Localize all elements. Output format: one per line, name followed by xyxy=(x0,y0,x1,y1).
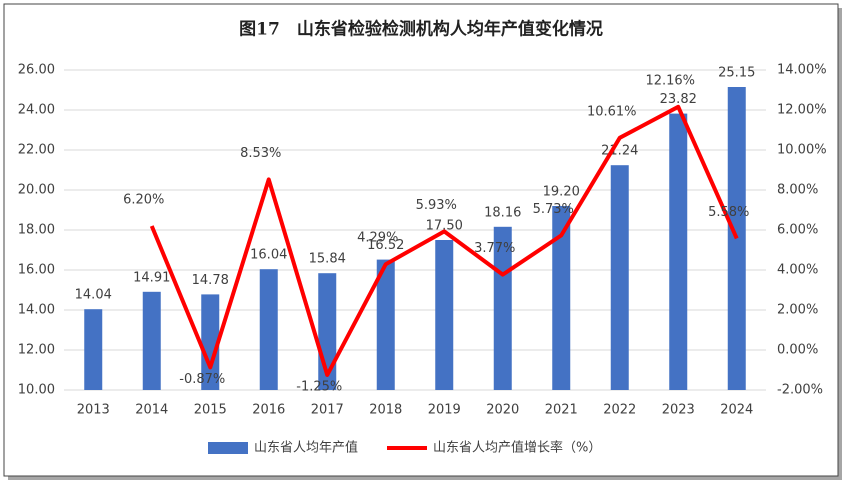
line-value-label: 10.61% xyxy=(587,104,637,119)
y-tick-label: 14.00 xyxy=(18,303,55,318)
y2-tick-label: -2.00% xyxy=(777,383,823,398)
line-value-label: 12.16% xyxy=(645,73,695,88)
chart-title: 图17 山东省检验检测机构人均年产值变化情况 xyxy=(239,19,603,40)
x-tick-label: 2019 xyxy=(428,403,461,418)
x-tick-label: 2013 xyxy=(77,403,110,418)
line-value-label: 5.58% xyxy=(708,205,749,220)
line-value-label: 8.53% xyxy=(240,146,281,161)
line-value-label: 6.20% xyxy=(123,193,164,208)
bar xyxy=(376,259,395,390)
bar xyxy=(493,226,512,390)
y2-tick-label: 8.00% xyxy=(777,183,818,198)
legend-swatch xyxy=(208,442,248,454)
bar-value-label: 14.91 xyxy=(133,270,170,285)
line-value-label: 5.73% xyxy=(533,202,574,217)
x-tick-label: 2020 xyxy=(486,403,519,418)
bar-value-label: 15.84 xyxy=(309,252,346,267)
y2-tick-label: 2.00% xyxy=(777,303,818,318)
y2-tick-label: 6.00% xyxy=(777,223,818,238)
line-value-label: 3.77% xyxy=(474,241,515,256)
x-tick-label: 2016 xyxy=(252,403,285,418)
y-tick-label: 24.00 xyxy=(18,103,55,118)
line-value-label: 4.29% xyxy=(357,231,398,246)
x-tick-label: 2014 xyxy=(135,403,168,418)
y2-tick-label: 14.00% xyxy=(777,63,827,78)
y-tick-label: 26.00 xyxy=(18,63,55,78)
y-tick-label: 22.00 xyxy=(18,143,55,158)
bar xyxy=(259,269,278,390)
bar xyxy=(84,309,103,390)
y-tick-label: 12.00 xyxy=(18,343,55,358)
x-tick-label: 2017 xyxy=(311,403,344,418)
y-tick-label: 10.00 xyxy=(18,383,55,398)
bar-value-label: 16.04 xyxy=(250,248,287,263)
line xyxy=(149,104,739,377)
y2-tick-label: 12.00% xyxy=(777,103,827,118)
y2-tick-label: 10.00% xyxy=(777,143,827,158)
bar xyxy=(435,240,454,390)
y-tick-label: 20.00 xyxy=(18,183,55,198)
bar xyxy=(610,165,629,390)
y2-tick-label: 4.00% xyxy=(777,263,818,278)
x-tick-label: 2024 xyxy=(720,403,753,418)
line-value-label: -1.25% xyxy=(296,380,342,395)
y2-tick-label: 0.00% xyxy=(777,343,818,358)
line-value-label: -0.87% xyxy=(179,372,225,387)
bar-value-label: 17.50 xyxy=(426,219,463,234)
bar xyxy=(669,113,688,390)
bar-value-label: 14.04 xyxy=(75,288,112,303)
line-value-label: 5.93% xyxy=(416,198,457,213)
y-tick-label: 16.00 xyxy=(18,263,55,278)
bar-value-label: 25.15 xyxy=(718,66,755,81)
x-tick-label: 2015 xyxy=(194,403,227,418)
bar xyxy=(552,206,571,390)
frame xyxy=(3,3,839,477)
x-tick-label: 2023 xyxy=(662,403,695,418)
bar-value-label: 18.16 xyxy=(484,205,521,220)
y-tick-label: 18.00 xyxy=(18,223,55,238)
bar-value-label: 14.78 xyxy=(192,273,229,288)
bar-value-label: 23.82 xyxy=(660,92,697,107)
bar xyxy=(142,291,161,390)
bar xyxy=(727,87,746,390)
x-tick-label: 2021 xyxy=(545,403,578,418)
bar-value-label: 16.52 xyxy=(367,238,404,253)
x-tick-label: 2022 xyxy=(603,403,636,418)
x-tick-label: 2018 xyxy=(369,403,402,418)
legend-label: 山东省人均年产值 xyxy=(254,440,358,456)
legend-label: 山东省人均产值增长率（%） xyxy=(433,440,601,456)
bar xyxy=(201,294,220,390)
bar-value-label: 19.20 xyxy=(543,185,580,200)
